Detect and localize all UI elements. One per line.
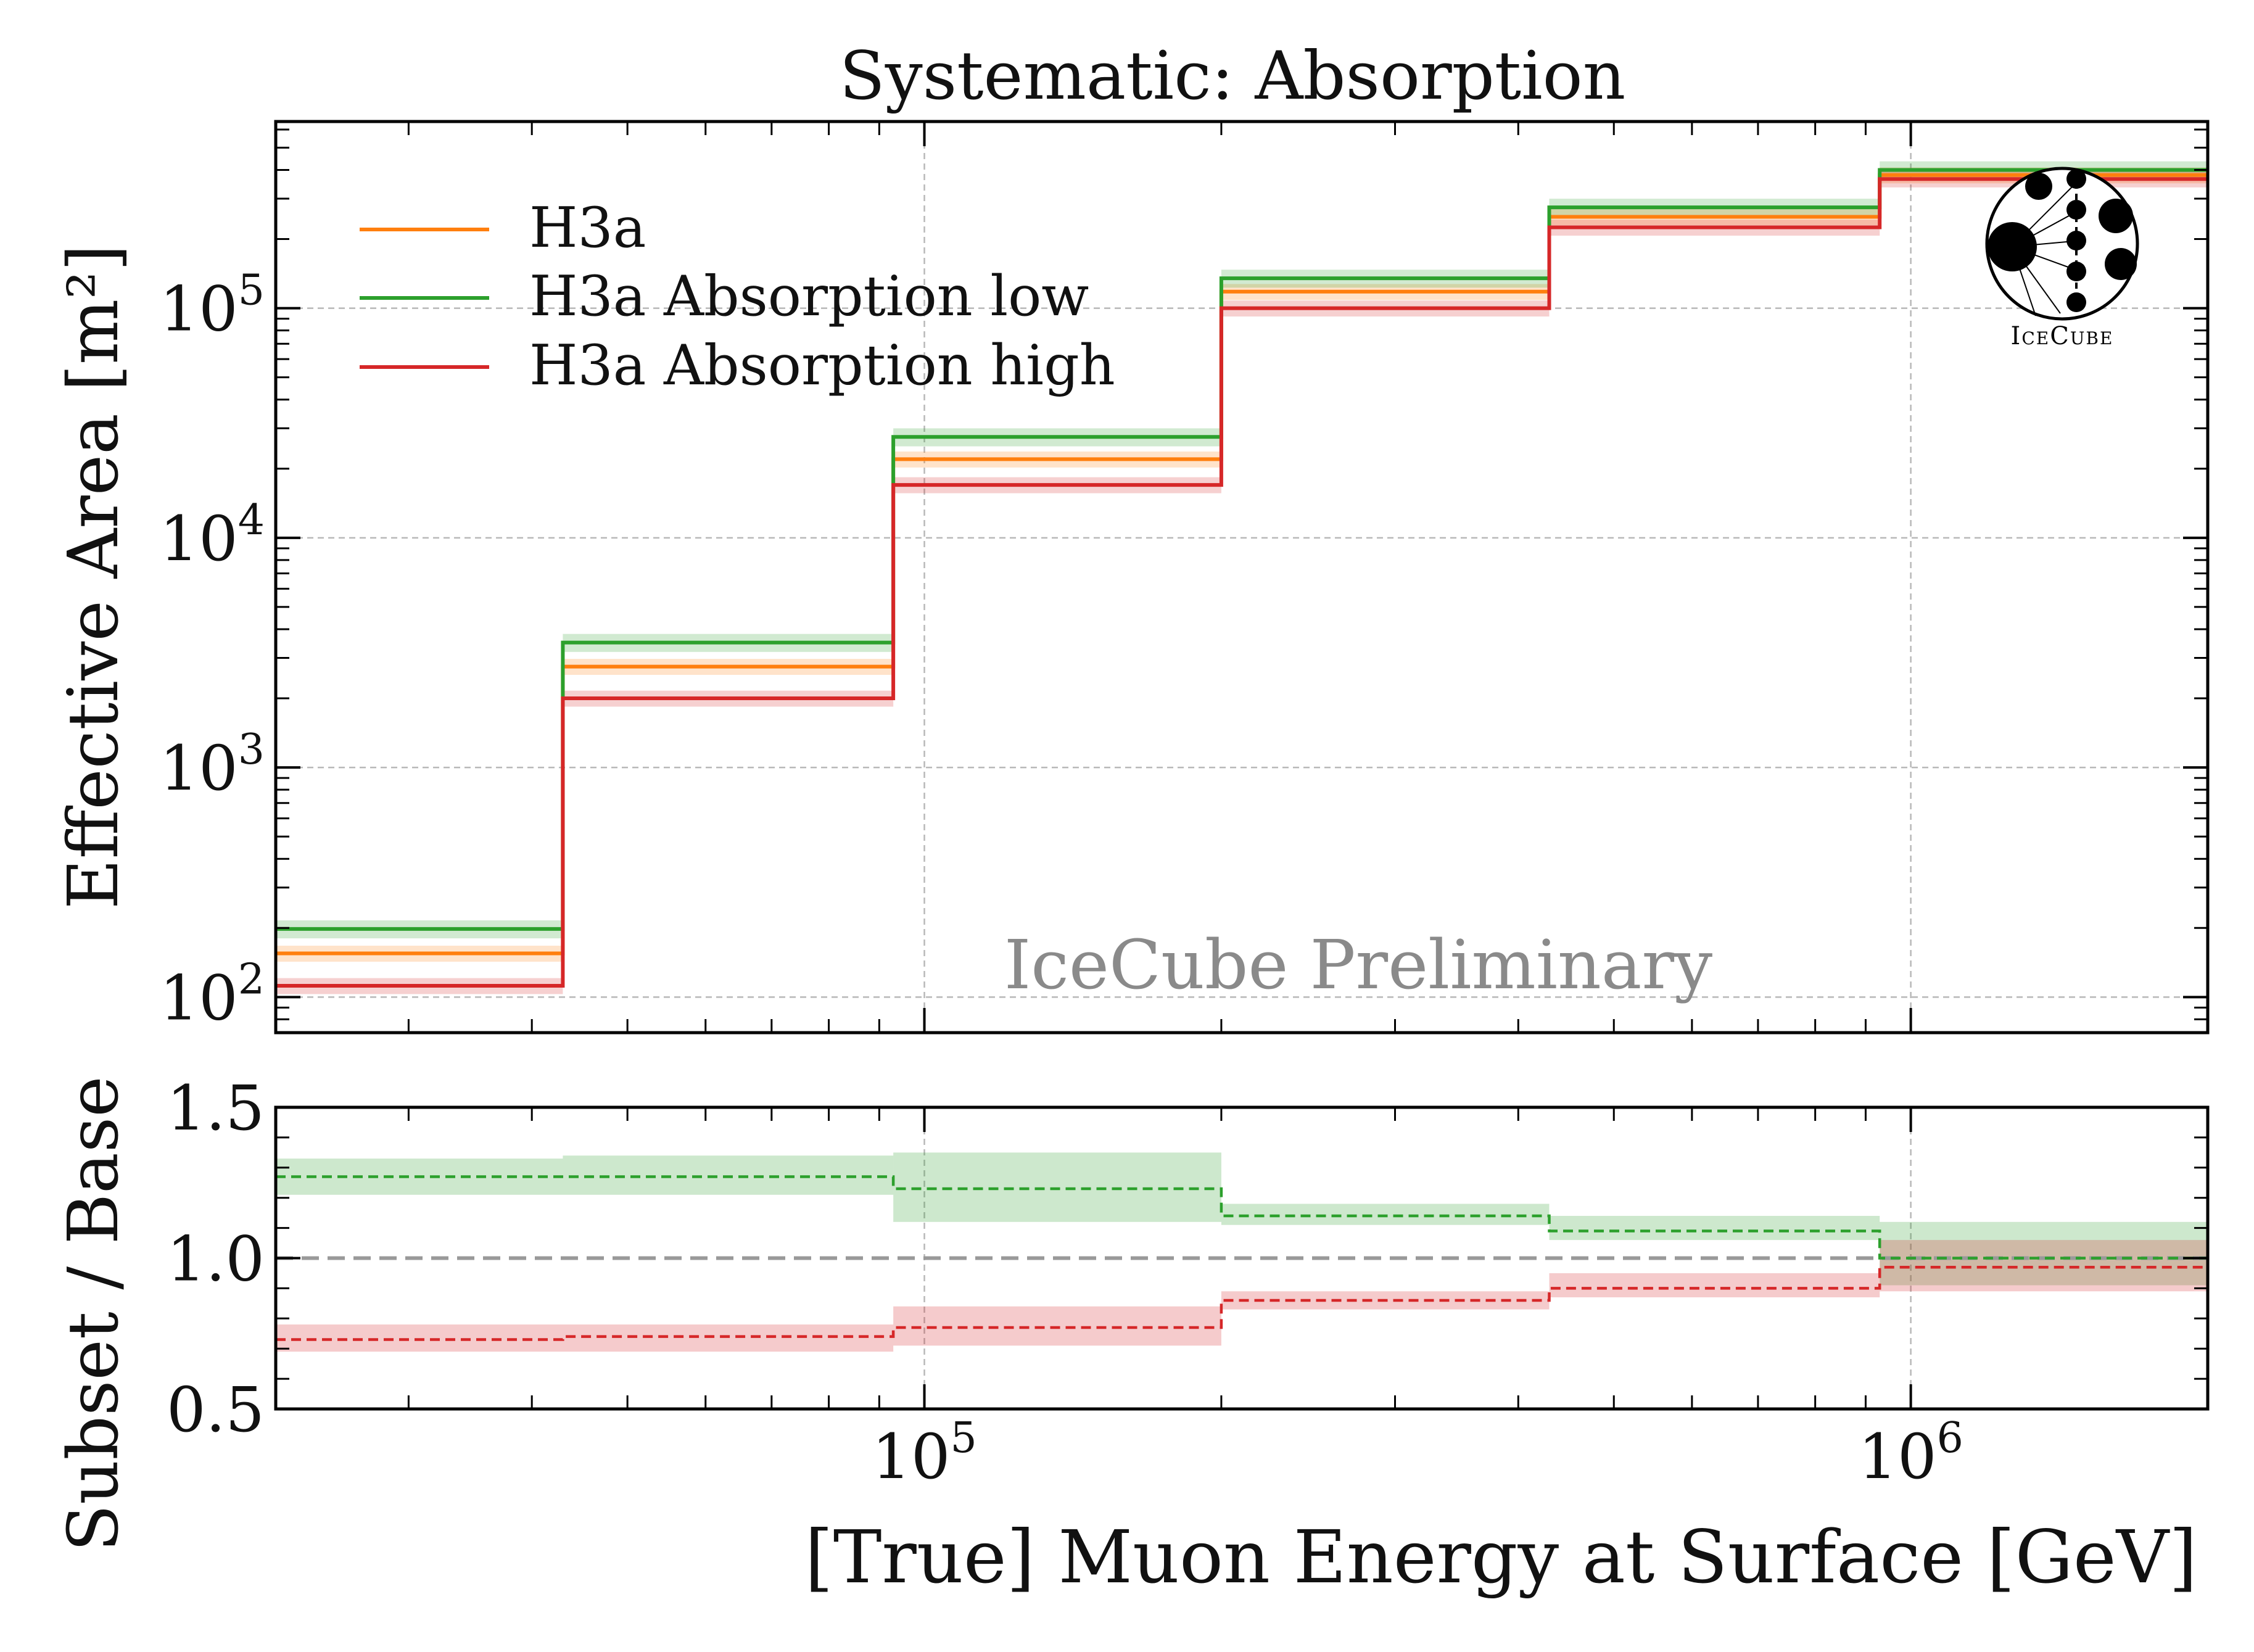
ratio-series-line [276, 1175, 2208, 1260]
legend: H3a H3a Absorption low H3a Absorption hi… [360, 196, 1115, 398]
x-tick-label: 105 [872, 1414, 977, 1493]
ratio-band [1549, 1216, 1880, 1241]
main-y-axis-label: Effective Area [m²] [54, 244, 134, 909]
icecube-logo: IceCube [1985, 167, 2139, 350]
x-tick-label: 106 [1858, 1414, 1963, 1493]
legend-entry-absorption-low: H3a Absorption low [360, 264, 1089, 329]
ratio-band [893, 1306, 1221, 1346]
ratio-bands [276, 1152, 2208, 1352]
legend-entry-absorption-high: H3a Absorption high [360, 333, 1115, 398]
main-y-tick-label: 104 [159, 496, 265, 575]
main-y-tick-label: 103 [159, 725, 265, 804]
legend-label-h3a: H3a [529, 196, 646, 260]
ratio-plot-frame [274, 1105, 2210, 1411]
ratio-band [276, 1324, 563, 1352]
ratio-y-tick-label: 1.5 [167, 1072, 265, 1144]
ratio-band [1221, 1204, 1550, 1225]
legend-label-absorption-high: H3a Absorption high [529, 333, 1115, 398]
main-ticks [276, 122, 2209, 1034]
ratio-x-tick-labels: 105 106 [872, 1414, 1963, 1493]
x-axis-label: [True] Muon Energy at Surface [GeV] [805, 1514, 2197, 1600]
icecube-logo-text: IceCube [2011, 322, 2114, 350]
ratio-band [563, 1324, 894, 1352]
ratio-series-lines [276, 1175, 2208, 1341]
main-series-line [276, 177, 2208, 988]
main-y-tick-label: 102 [159, 955, 265, 1034]
main-y-tick-label: 105 [159, 266, 265, 345]
chart-title: Systematic: Absorption [840, 38, 1626, 115]
main-y-tick-labels: 102 103 104 105 [159, 266, 265, 1035]
ratio-y-tick-label: 1.0 [167, 1223, 265, 1295]
watermark: IceCube Preliminary [1004, 925, 1712, 1004]
ratio-band [563, 1155, 894, 1195]
ratio-band [1880, 1221, 2208, 1286]
ratio-band [893, 1152, 1221, 1222]
ratio-y-axis-label: Subset / Base [54, 1076, 134, 1551]
legend-entry-h3a: H3a [360, 196, 646, 260]
ratio-band [1549, 1273, 1880, 1298]
main-panel: 102 103 104 105 Effective Area [m²] IceCube… [54, 120, 2210, 1035]
ratio-panel: 0.5 1.0 1.5 105 106 Subset / Base [True] Mu… [54, 1072, 2210, 1600]
ratio-band [1880, 1240, 2208, 1292]
main-plot-frame [274, 120, 2210, 1035]
ratio-series-line [276, 1265, 2208, 1341]
legend-label-absorption-low: H3a Absorption low [529, 264, 1089, 329]
ratio-y-tick-labels: 0.5 1.0 1.5 [167, 1072, 265, 1446]
main-series-lines [276, 168, 2208, 988]
ratio-y-tick-label: 0.5 [167, 1374, 265, 1446]
